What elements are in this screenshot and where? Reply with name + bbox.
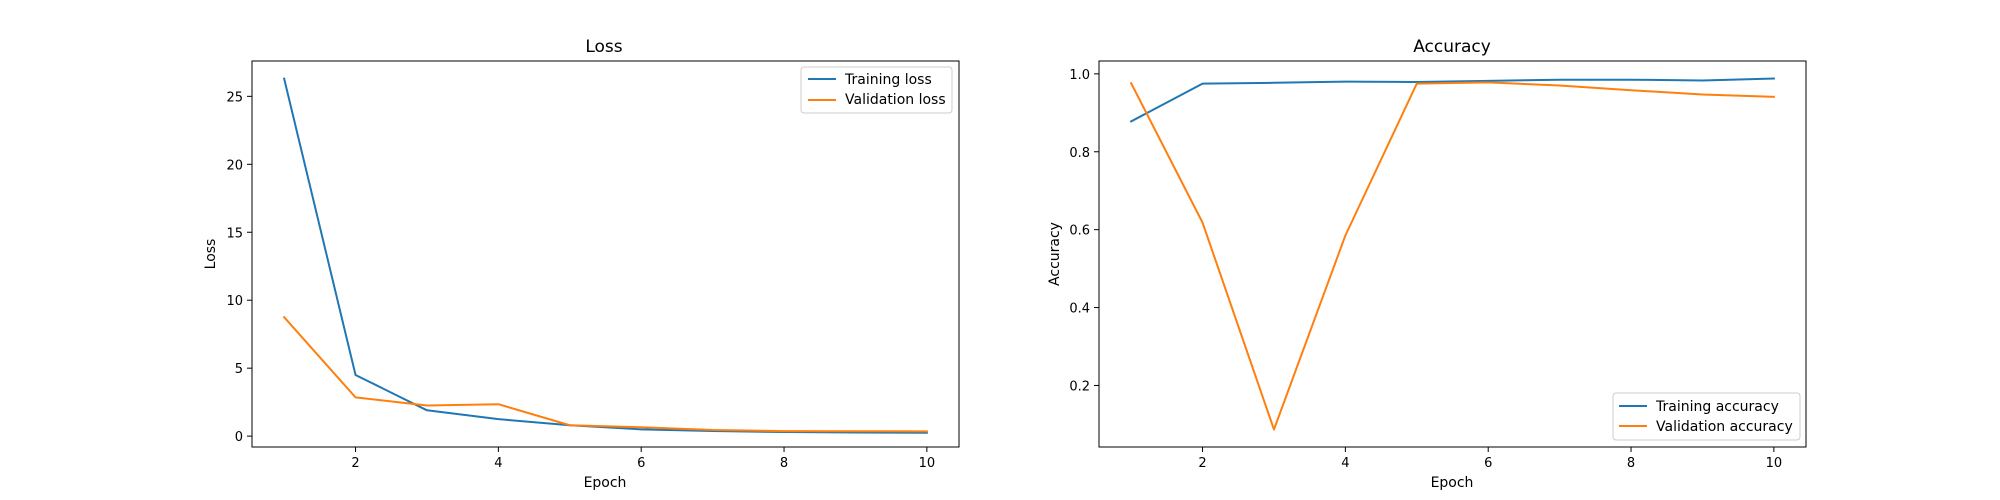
accuracy-legend-box bbox=[1612, 392, 1801, 441]
loss-legend-label-training: Training loss bbox=[844, 72, 932, 88]
accuracy-lines bbox=[1129, 77, 1775, 431]
accuracy-legend-label-training: Training accuracy bbox=[1655, 399, 1779, 415]
accuracy-legend: Training accuracy Validation accuracy bbox=[1612, 392, 1801, 441]
loss-xtick-label: 8 bbox=[780, 456, 788, 471]
accuracy-ytick-label: 1.0 bbox=[1069, 68, 1090, 83]
accuracy-ytick-label: 0.4 bbox=[1069, 302, 1090, 317]
accuracy-xtick-label: 2 bbox=[1198, 456, 1206, 471]
accuracy-xlabel: Epoch bbox=[1431, 475, 1474, 491]
loss-ylabel: Loss bbox=[203, 239, 219, 270]
accuracy-ytick-label: 0.6 bbox=[1069, 224, 1090, 239]
loss-legend-label-validation: Validation loss bbox=[845, 92, 946, 108]
loss-xtick-label: 6 bbox=[637, 456, 645, 471]
accuracy-ylabel: Accuracy bbox=[1047, 222, 1063, 286]
loss-ytick-label: 15 bbox=[226, 226, 243, 241]
loss-ytick-label: 20 bbox=[226, 158, 243, 173]
accuracy-title: Accuracy bbox=[1413, 37, 1491, 57]
accuracy-series-line-validation bbox=[1129, 81, 1775, 431]
accuracy-panel: Accuracy 2 4 6 8 10 0.2 0.4 0.6 0.8 1.0 Epoch Acc… bbox=[1047, 37, 1807, 491]
loss-legend: Training loss Validation loss bbox=[800, 66, 953, 114]
accuracy-series-line-training bbox=[1129, 77, 1775, 123]
accuracy-xtick-label: 8 bbox=[1627, 456, 1635, 471]
loss-lines bbox=[282, 77, 928, 434]
loss-series-line-validation bbox=[282, 315, 928, 433]
accuracy-xtick-label: 4 bbox=[1341, 456, 1349, 471]
loss-ytick-label: 10 bbox=[226, 294, 243, 309]
accuracy-xtick-label: 10 bbox=[1766, 456, 1783, 471]
loss-ytick-label: 5 bbox=[235, 362, 243, 377]
accuracy-xtick-label: 6 bbox=[1484, 456, 1492, 471]
accuracy-ytick-label: 0.8 bbox=[1069, 146, 1090, 161]
accuracy-legend-label-validation: Validation accuracy bbox=[1656, 419, 1793, 435]
loss-xlabel: Epoch bbox=[584, 475, 627, 491]
loss-ytick-label: 0 bbox=[235, 430, 243, 445]
loss-series-line-training bbox=[282, 77, 928, 434]
accuracy-axes-frame bbox=[1098, 60, 1807, 448]
loss-ticks: 2 4 6 8 10 0 5 10 15 20 25 bbox=[226, 90, 935, 471]
loss-legend-box bbox=[800, 66, 953, 114]
accuracy-ytick-label: 0.2 bbox=[1069, 379, 1090, 394]
loss-panel: Loss 2 4 6 8 10 0 5 10 15 20 25 Epoch Loss Trainin… bbox=[203, 37, 960, 491]
accuracy-ticks: 2 4 6 8 10 0.2 0.4 0.6 0.8 1.0 bbox=[1069, 68, 1782, 471]
loss-ytick-label: 25 bbox=[226, 90, 243, 105]
loss-title: Loss bbox=[585, 37, 622, 57]
loss-xtick-label: 4 bbox=[494, 456, 502, 471]
loss-axes-frame bbox=[251, 60, 960, 448]
loss-xtick-label: 10 bbox=[919, 456, 936, 471]
loss-xtick-label: 2 bbox=[351, 456, 359, 471]
